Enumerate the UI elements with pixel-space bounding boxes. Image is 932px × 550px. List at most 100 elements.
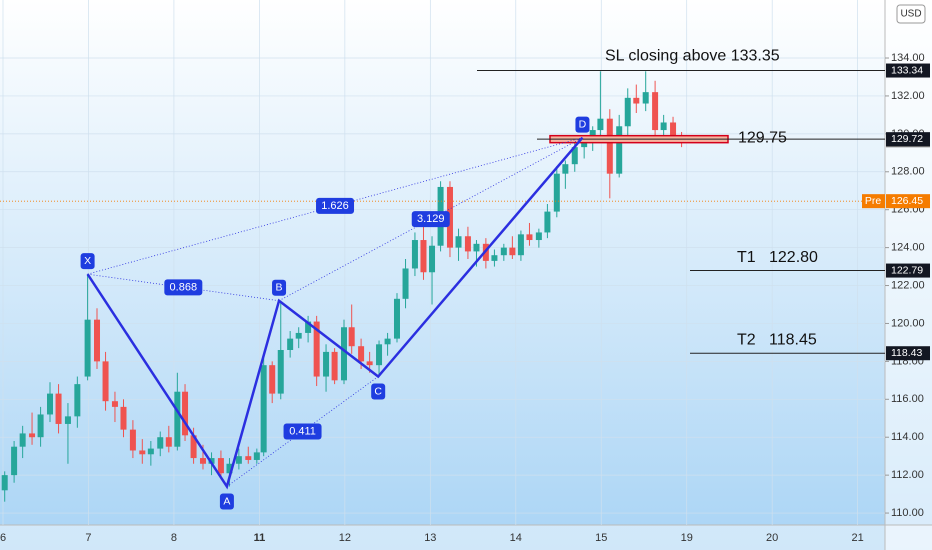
candle-body: [74, 384, 81, 417]
candle-body: [509, 247, 516, 256]
candle-body: [165, 437, 172, 447]
ratio-label: 1.626: [321, 200, 349, 212]
x-tick-label: 15: [595, 532, 607, 544]
x-tick-label: 12: [339, 532, 351, 544]
point-box: [272, 279, 287, 296]
candle-body: [139, 450, 146, 455]
point-label: B: [276, 281, 283, 293]
candle-body: [102, 361, 109, 402]
ratio-label: 0.411: [289, 425, 316, 437]
candle-body: [411, 240, 418, 269]
candle-body: [393, 298, 400, 339]
candle-body: [642, 92, 649, 104]
y-tick-label: 134.00: [891, 52, 925, 64]
candle-body: [348, 327, 355, 347]
point-label: X: [84, 255, 91, 267]
price-tag: [886, 346, 930, 361]
x-tick-label: 20: [766, 532, 778, 544]
candle-body: [341, 327, 348, 381]
level-annotation: T2 118.45: [737, 331, 817, 348]
x-tick-label: 11: [254, 532, 266, 544]
candle-body: [455, 236, 462, 248]
ratio-line: [278, 137, 583, 302]
candle-body: [287, 338, 294, 350]
level-price: 133.34: [891, 64, 923, 76]
candle-body: [235, 456, 242, 464]
candle-body: [84, 319, 91, 377]
candle-body: [157, 437, 164, 449]
level-annotation: 129.75: [738, 129, 787, 146]
candle-body: [174, 391, 181, 447]
currency-box: [896, 4, 926, 24]
x-tick-label: 13: [424, 532, 436, 544]
candle-body: [633, 97, 640, 104]
candle-body: [269, 365, 276, 394]
candle-body: [295, 332, 302, 339]
candle-body: [624, 97, 631, 127]
point-label: D: [579, 118, 587, 130]
ratio-label: 0.868: [170, 281, 198, 293]
candle-body: [517, 234, 524, 256]
candle-body: [581, 141, 588, 148]
candle-body: [384, 338, 391, 345]
candle-body: [473, 243, 480, 252]
candle-body: [376, 344, 383, 366]
ratio-box: [316, 197, 355, 214]
candle-body: [446, 186, 453, 248]
y-tick-label: 112.00: [891, 469, 924, 481]
y-tick-label: 128.00: [891, 166, 925, 178]
ratio-box: [164, 279, 203, 296]
price-tag: [886, 132, 930, 147]
price-tag: [886, 263, 930, 278]
price-tag: [886, 63, 930, 78]
candle-body: [313, 321, 320, 377]
candle-body: [571, 147, 578, 165]
candle-body: [182, 391, 189, 436]
currency: USD: [900, 9, 921, 20]
ratio-box: [283, 423, 322, 440]
x-tick-label: 21: [852, 532, 864, 544]
level-annotation: SL closing above 133.35: [605, 48, 780, 65]
candle-body: [55, 393, 62, 424]
candle-body: [606, 118, 613, 174]
time-axis: [0, 525, 932, 550]
candle-body: [526, 234, 533, 241]
level-price: 118.43: [891, 347, 922, 359]
candle-body: [358, 346, 365, 362]
candle-body: [420, 240, 427, 273]
pre-label: Pre: [865, 195, 882, 207]
candle-body: [19, 433, 26, 447]
candle-body: [245, 456, 252, 460]
point-box: [80, 253, 95, 270]
candle-body: [29, 433, 36, 438]
candle-body: [429, 245, 436, 273]
candle-body: [402, 268, 409, 299]
candle-body: [652, 92, 659, 131]
candle-body: [11, 446, 18, 476]
x-tick-label: 19: [681, 532, 693, 544]
candle-body: [1, 475, 8, 491]
x-tick-label: 8: [171, 532, 177, 544]
candle-body: [277, 350, 284, 394]
y-tick-label: 132.00: [891, 90, 925, 102]
price-tag: [886, 194, 930, 209]
pattern-line: [86, 136, 584, 490]
candle-body: [37, 414, 44, 438]
y-tick-label: 114.00: [891, 431, 924, 443]
y-tick-label: 124.00: [891, 242, 925, 254]
candle-body: [190, 435, 197, 459]
candle-body: [544, 211, 551, 233]
y-tick-label: 120.00: [891, 317, 925, 329]
level-price: 122.79: [891, 264, 923, 276]
candle-body: [260, 365, 267, 453]
candle-body: [366, 361, 373, 366]
candle-body: [660, 122, 667, 131]
candle-body: [323, 351, 330, 377]
level-price: 129.72: [891, 133, 923, 145]
ratio-label: 3.129: [417, 213, 445, 225]
candle-body: [464, 236, 471, 252]
pre-tag: [862, 194, 885, 209]
candle-body: [111, 401, 118, 407]
x-tick-label: 6: [0, 532, 6, 544]
